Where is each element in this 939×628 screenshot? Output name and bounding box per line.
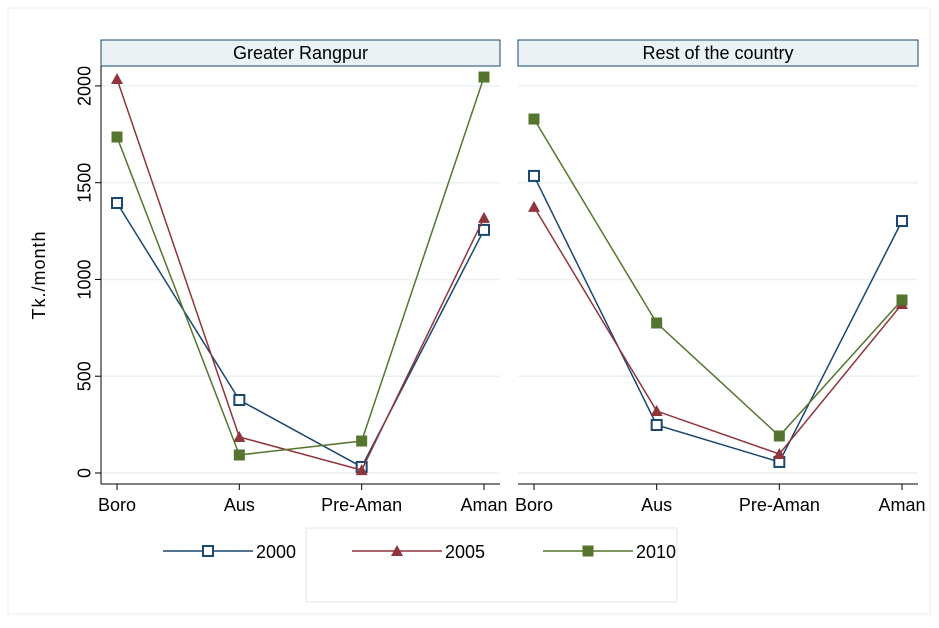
plot-frame (7, 7, 931, 615)
data-point (773, 448, 786, 460)
series-line (116, 202, 485, 468)
data-point (111, 72, 123, 84)
y-tick-label: 500 (75, 361, 95, 391)
series-line (533, 206, 903, 455)
legend-marker (202, 545, 214, 557)
y-axis-label: Tk./month (29, 230, 49, 319)
y-tick-label: 1000 (75, 259, 95, 299)
panel-header (517, 39, 919, 67)
data-point (896, 294, 908, 306)
data-point (650, 405, 663, 417)
data-point (233, 449, 245, 461)
x-tick-label: Aus (641, 495, 672, 515)
series-line (533, 175, 903, 463)
data-point (528, 169, 540, 182)
x-tick-label: Aus (224, 495, 255, 515)
y-tick-label: 0 (75, 468, 95, 478)
data-point (773, 430, 785, 442)
data-point (528, 200, 540, 212)
x-tick-label: Aman (878, 495, 925, 515)
data-point (233, 430, 246, 442)
y-tick-label: 1500 (75, 163, 95, 203)
series-line (116, 78, 485, 471)
data-point (528, 113, 540, 125)
legend-label: 2000 (256, 542, 296, 562)
panel-title: Rest of the country (642, 43, 793, 63)
x-tick-label: Aman (460, 495, 507, 515)
data-point (233, 394, 246, 407)
legend-marker (582, 545, 594, 557)
data-point (355, 464, 368, 476)
panel-header (100, 39, 501, 67)
series-line (116, 76, 485, 456)
x-tick-label: Pre-Aman (739, 495, 820, 515)
data-point (478, 211, 490, 223)
data-point (111, 197, 123, 210)
panel-title: Greater Rangpur (233, 43, 368, 63)
legend-label: 2005 (445, 542, 485, 562)
legend-marker (391, 545, 403, 556)
legend-box (305, 527, 678, 603)
series-line (533, 118, 903, 438)
x-tick-label: Boro (98, 495, 136, 515)
x-tick-label: Pre-Aman (321, 495, 402, 515)
y-tick-label: 2000 (75, 66, 95, 106)
data-point (111, 131, 123, 143)
data-point (651, 317, 663, 329)
data-point (650, 418, 663, 431)
data-point (896, 215, 908, 228)
data-point (356, 435, 368, 447)
legend-label: 2010 (636, 542, 676, 562)
data-point (478, 71, 490, 83)
x-tick-label: Boro (515, 495, 553, 515)
